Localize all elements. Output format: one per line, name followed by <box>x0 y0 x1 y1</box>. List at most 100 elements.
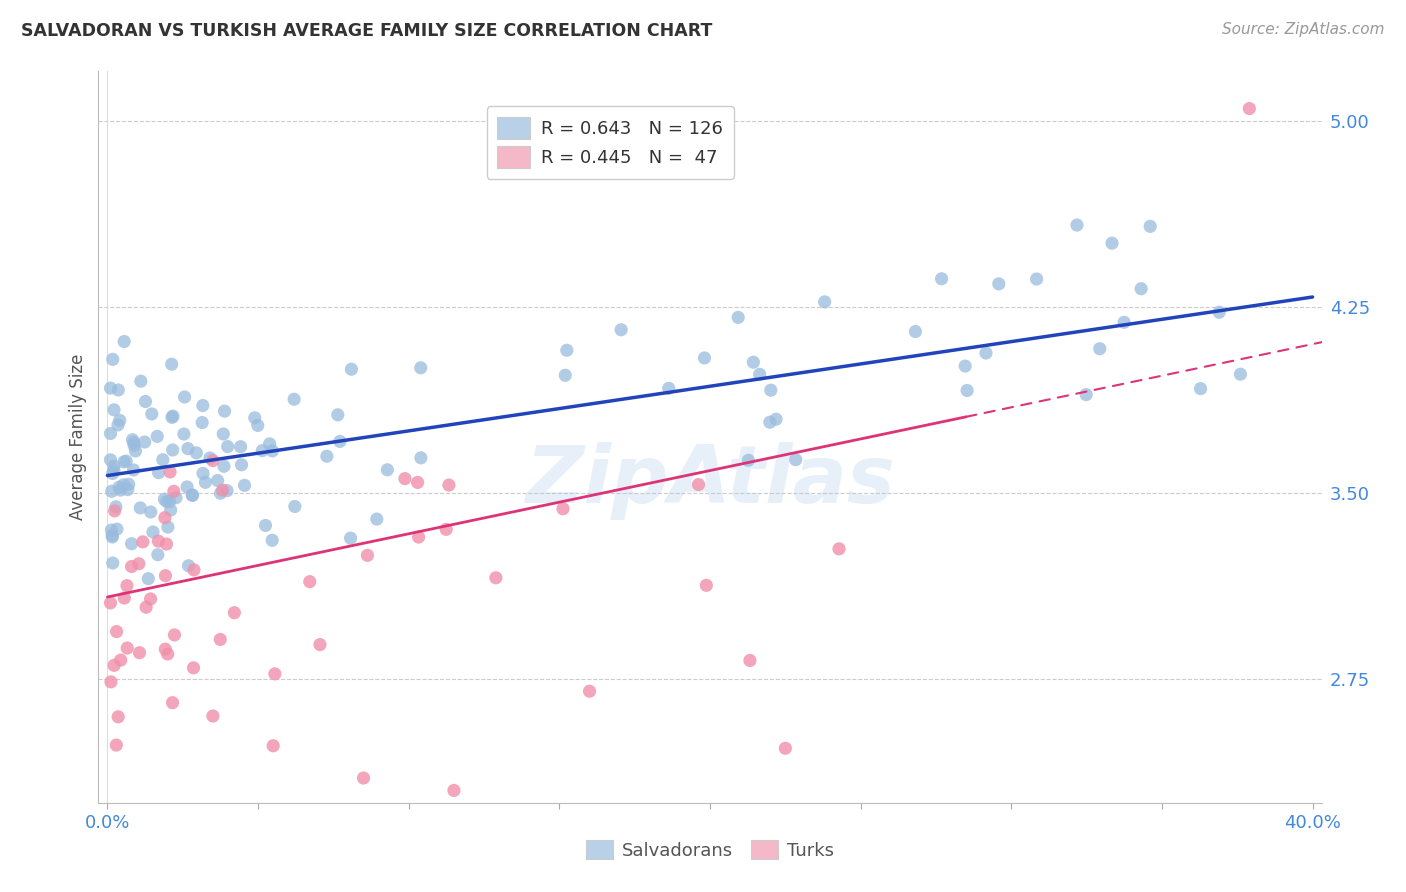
Point <box>105 522 128 536</box>
Point <box>215 483 238 498</box>
Point <box>107 417 129 432</box>
Point <box>1101 236 1123 251</box>
Point <box>775 741 797 756</box>
Point <box>118 477 141 491</box>
Point <box>201 453 224 467</box>
Point <box>828 541 851 556</box>
Point <box>117 483 139 497</box>
Point <box>162 442 184 457</box>
Point <box>103 402 125 417</box>
Point <box>212 427 235 442</box>
Point <box>148 466 170 480</box>
Point <box>101 467 124 481</box>
Point <box>100 523 122 537</box>
Point <box>408 530 430 544</box>
Point <box>115 579 138 593</box>
Point <box>555 343 578 358</box>
Point <box>186 446 208 460</box>
Legend: Salvadorans, Turks: Salvadorans, Turks <box>579 833 841 867</box>
Point <box>356 549 378 563</box>
Point <box>156 647 179 661</box>
Point <box>262 443 284 458</box>
Text: SALVADORAN VS TURKISH AVERAGE FAMILY SIZE CORRELATION CHART: SALVADORAN VS TURKISH AVERAGE FAMILY SIZ… <box>21 22 713 40</box>
Point <box>110 653 132 667</box>
Point <box>340 362 363 376</box>
Point <box>101 528 124 542</box>
Point <box>124 444 146 458</box>
Point <box>146 429 169 443</box>
Point <box>159 503 181 517</box>
Point <box>953 359 976 373</box>
Point <box>252 443 274 458</box>
Point <box>785 452 807 467</box>
Point <box>198 450 221 465</box>
Point <box>141 407 163 421</box>
Point <box>176 480 198 494</box>
Point <box>264 666 287 681</box>
Point <box>163 628 186 642</box>
Point <box>814 294 837 309</box>
Point <box>212 459 235 474</box>
Point <box>112 591 135 605</box>
Point <box>146 548 169 562</box>
Point <box>987 277 1010 291</box>
Point <box>129 374 152 388</box>
Point <box>153 510 176 524</box>
Point <box>194 475 217 490</box>
Point <box>353 771 375 785</box>
Point <box>229 440 252 454</box>
Text: ZipAtlas: ZipAtlas <box>524 442 896 520</box>
Point <box>115 454 138 468</box>
Y-axis label: Average Family Size: Average Family Size <box>69 354 87 520</box>
Point <box>104 500 127 514</box>
Point <box>1189 382 1212 396</box>
Point <box>211 483 233 498</box>
Point <box>156 494 179 508</box>
Point <box>101 530 124 544</box>
Point <box>132 534 155 549</box>
Point <box>931 272 953 286</box>
Point <box>727 310 749 325</box>
Point <box>100 596 122 610</box>
Point <box>1076 387 1098 401</box>
Point <box>394 472 416 486</box>
Point <box>309 638 332 652</box>
Point <box>904 325 927 339</box>
Point <box>956 384 979 398</box>
Point <box>155 537 177 551</box>
Point <box>1066 218 1088 232</box>
Point <box>163 484 186 499</box>
Point <box>153 492 176 507</box>
Point <box>366 512 388 526</box>
Point <box>246 418 269 433</box>
Point <box>108 413 131 427</box>
Point <box>100 674 122 689</box>
Point <box>551 501 574 516</box>
Point <box>139 505 162 519</box>
Point <box>173 427 195 442</box>
Point <box>105 624 128 639</box>
Point <box>108 480 131 494</box>
Point <box>759 383 782 397</box>
Point <box>121 559 143 574</box>
Point <box>121 433 143 447</box>
Point <box>181 488 204 502</box>
Point <box>103 464 125 478</box>
Point <box>110 483 132 497</box>
Point <box>259 437 281 451</box>
Point <box>339 531 361 545</box>
Point <box>688 477 710 491</box>
Point <box>152 452 174 467</box>
Point <box>155 568 177 582</box>
Point <box>409 360 432 375</box>
Point <box>610 323 633 337</box>
Point <box>759 415 782 429</box>
Point <box>1139 219 1161 234</box>
Point <box>231 458 253 472</box>
Point <box>209 486 232 500</box>
Point <box>134 394 156 409</box>
Point <box>201 709 224 723</box>
Point <box>139 591 162 606</box>
Point <box>209 632 232 647</box>
Point <box>100 381 122 395</box>
